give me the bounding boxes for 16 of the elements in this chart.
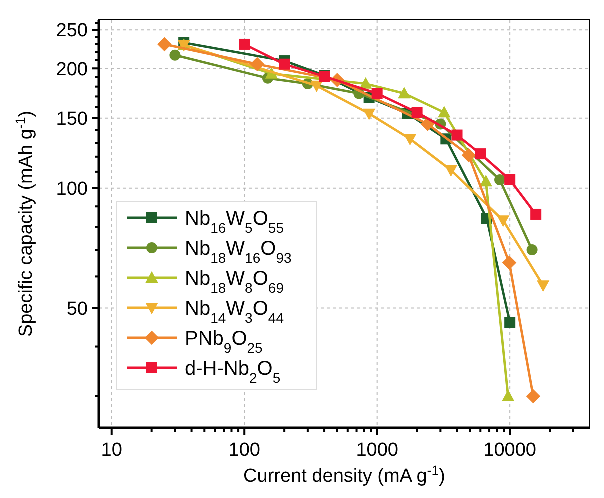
x-axis-title: Current density (mA g$^{-1}$): [244, 462, 446, 487]
legend-label: Nb$_{14}$W$_{3}$O$_{44}$: [185, 298, 284, 326]
x-tick-label: 100: [228, 440, 260, 461]
x-tick-label: 1000: [356, 440, 398, 461]
x-tick-label: 10: [101, 440, 122, 461]
y-tick-label: 150: [56, 109, 88, 130]
y-tick-label: 250: [56, 20, 88, 42]
legend-label: Nb$_{18}$W$_{8}$O$_{69}$: [185, 268, 284, 296]
legend-label: Nb$_{16}$W$_{5}$O$_{55}$: [185, 208, 284, 236]
legend-label: d-H-Nb$_{2}$O$_{5}$: [185, 358, 281, 386]
y-tick-label: 100: [56, 179, 88, 200]
legend-label: PNb$_{9}$O$_{25}$: [185, 328, 264, 356]
x-tick-label: 10000: [484, 440, 537, 461]
legend-label: Nb$_{18}$W$_{16}$O$_{93}$: [185, 238, 292, 266]
y-tick-label: 200: [56, 59, 88, 80]
y-tick-label: 50: [66, 298, 88, 320]
